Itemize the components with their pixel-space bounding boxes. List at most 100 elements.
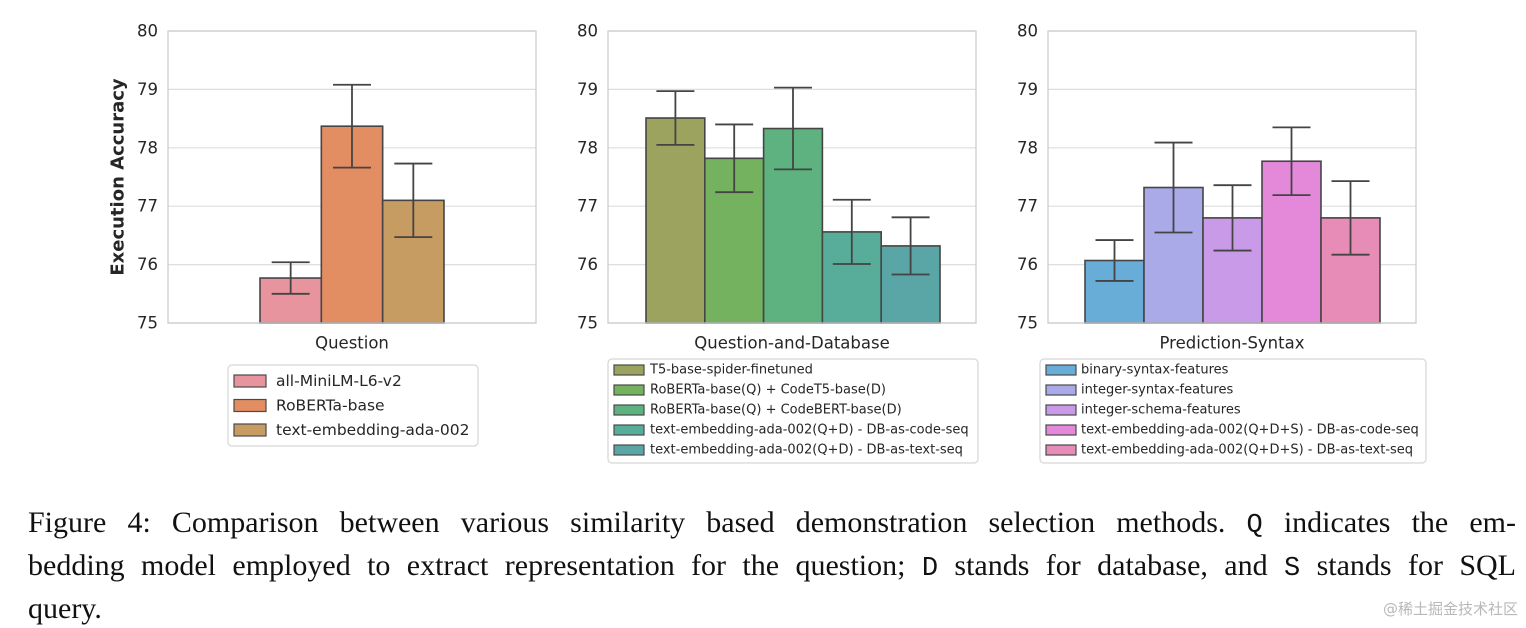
panel-1-y-tick-label: 79 (137, 80, 158, 99)
panel-1-y-tick-label: 78 (137, 138, 158, 157)
legend-box (227, 364, 479, 447)
panel-3-y-tick-label: 79 (1017, 80, 1038, 99)
panel-1-y-tick-label: 80 (137, 22, 158, 41)
caption-text: query. (28, 592, 102, 625)
legend-label: text-embedding-ada-002(Q+D) - DB-as-code… (650, 423, 969, 438)
caption-text: indicates the em- (1262, 506, 1516, 539)
panel-1-y-tick-label: 76 (137, 255, 158, 274)
legend-box (607, 358, 979, 464)
panel-3-error-bar-4 (1272, 126, 1311, 197)
panel-3-y-tick-label: 77 (1017, 197, 1038, 216)
panel-2-y-tick-label: 76 (577, 255, 598, 274)
legend-label: text-embedding-ada-002(Q+D+S) - DB-as-co… (1081, 423, 1419, 438)
caption-text: bedding model employed to extract repres… (28, 549, 922, 582)
panel-2-category-label: Question-and-Database (694, 334, 889, 353)
caption-code-d: D (921, 554, 939, 584)
panel-2-y-tick-label: 75 (577, 314, 598, 333)
panel-3-y-tick-label: 78 (1017, 138, 1038, 157)
legend-item: binary-syntax-features (1045, 363, 1229, 378)
legend-label: all-MiniLM-L6-v2 (276, 372, 402, 390)
caption-code-q: Q (1246, 511, 1263, 541)
panel-3-legend: binary-syntax-features integer-syntax-fea… (1039, 358, 1427, 464)
panel-3-y-tick-label: 80 (1017, 22, 1038, 41)
legend-label: RoBERTa-base(Q) + CodeT5-base(D) (650, 383, 886, 398)
legend-swatch (613, 404, 645, 416)
legend-item: RoBERTa-base(Q) + CodeBERT-base(D) (613, 403, 902, 418)
panel-1-plot-frame (167, 30, 537, 324)
panel-2-error-bar-3 (774, 86, 812, 171)
legend-swatch (233, 423, 267, 437)
legend-swatch (613, 384, 645, 396)
legend-item: text-embedding-ada-002(Q+D) - DB-as-code… (613, 423, 969, 438)
legend-swatch (233, 374, 267, 388)
panel-1-error-bar-1 (271, 261, 310, 295)
panel-2-error-bar-2 (715, 123, 754, 194)
figure-caption: Figure 4: Comparison between various sim… (28, 503, 1516, 628)
panel-2-error-bar-4 (832, 198, 871, 265)
caption-text: stands for SQL (1300, 549, 1516, 582)
legend-swatch (613, 424, 645, 436)
legend-box (1039, 358, 1427, 464)
legend-item: RoBERTa-base(Q) + CodeT5-base(D) (613, 383, 886, 398)
panel-2-y-tick-label: 77 (577, 197, 598, 216)
legend-item: text-embedding-ada-002 (233, 421, 469, 439)
legend-item: integer-syntax-features (1045, 383, 1233, 398)
panel-3-error-bar-1 (1095, 239, 1134, 282)
panel-3-error-bar-5 (1331, 180, 1370, 256)
legend-item: RoBERTa-base (233, 397, 385, 415)
legend-item: text-embedding-ada-002(Q+D+S) - DB-as-co… (1045, 423, 1419, 438)
panel-3-category-label: Prediction-Syntax (1160, 334, 1305, 353)
legend-label: text-embedding-ada-002 (276, 421, 469, 439)
legend-label: T5-base-spider-finetuned (649, 363, 813, 378)
panel-3-y-tick-label: 75 (1017, 314, 1038, 333)
panel-1-y-tick-label: 75 (137, 314, 158, 333)
legend-label: integer-syntax-features (1081, 383, 1233, 398)
panel-1-legend: all-MiniLM-L6-v2 RoBERTa-base text-embeddi… (227, 364, 479, 447)
panel-3-plot-frame (1047, 30, 1417, 324)
caption-text: Figure 4: Comparison between various sim… (28, 506, 1247, 539)
panel-2-y-tick-label: 80 (577, 22, 598, 41)
panel-1-error-bar-2 (332, 83, 371, 169)
legend-swatch (1045, 404, 1077, 416)
legend-label: text-embedding-ada-002(Q+D) - DB-as-text… (650, 443, 963, 458)
legend-label: RoBERTa-base (276, 397, 385, 415)
legend-label: integer-schema-features (1081, 403, 1241, 418)
panel-2-plot-frame (607, 30, 977, 324)
panel-3-error-bar-2 (1154, 141, 1193, 234)
legend-item: all-MiniLM-L6-v2 (233, 372, 402, 390)
watermark: @稀土掘金技术社区 (1382, 600, 1518, 618)
legend-label: RoBERTa-base(Q) + CodeBERT-base(D) (650, 403, 902, 418)
panel-2: 75 76 77 78 79 80 Question-and-Database T5-base… (577, 22, 979, 464)
caption-line-2: bedding model employed to extract repres… (28, 546, 1516, 589)
legend-swatch (233, 398, 267, 413)
legend-item: T5-base-spider-finetuned (613, 363, 813, 378)
legend-label: binary-syntax-features (1081, 363, 1229, 378)
panel-3-error-bar-3 (1213, 184, 1252, 252)
legend-item: text-embedding-ada-002(Q+D+S) - DB-as-te… (1045, 443, 1413, 458)
panel-3: 75 76 77 78 79 80 Prediction-Syntax binary-synt… (1017, 22, 1427, 464)
legend-swatch (613, 444, 645, 456)
legend-item: text-embedding-ada-002(Q+D) - DB-as-text… (613, 443, 963, 458)
y-axis-label: Execution Accuracy (108, 78, 129, 276)
panel-1: 75 76 77 78 79 80 Question Execution Accuracy al… (108, 22, 537, 447)
panel-3-y-tick-label: 76 (1017, 255, 1038, 274)
caption-line-1: Figure 4: Comparison between various sim… (28, 503, 1516, 546)
legend-swatch (1045, 364, 1077, 376)
panel-2-error-bar-5 (891, 216, 930, 276)
panel-2-bar-1 (645, 117, 706, 324)
panel-2-error-bar-1 (656, 90, 695, 146)
panel-2-y-tick-label: 78 (577, 138, 598, 157)
panel-1-category-label: Question (315, 334, 389, 353)
panel-2-legend: T5-base-spider-finetuned RoBERTa-base(Q) … (607, 358, 979, 464)
legend-swatch (1045, 444, 1077, 456)
figure-charts: 75 76 77 78 79 80 Question Execution Accuracy al… (108, 22, 1427, 464)
panel-1-y-tick-label: 77 (137, 197, 158, 216)
caption-text: stands for database, and (938, 549, 1284, 582)
legend-label: text-embedding-ada-002(Q+D+S) - DB-as-te… (1081, 443, 1413, 458)
panel-2-y-tick-label: 79 (577, 80, 598, 99)
legend-item: integer-schema-features (1045, 403, 1241, 418)
panel-1-error-bar-3 (394, 162, 433, 239)
caption-code-s: S (1284, 554, 1301, 584)
legend-swatch (1045, 424, 1077, 436)
legend-swatch (1045, 384, 1077, 396)
